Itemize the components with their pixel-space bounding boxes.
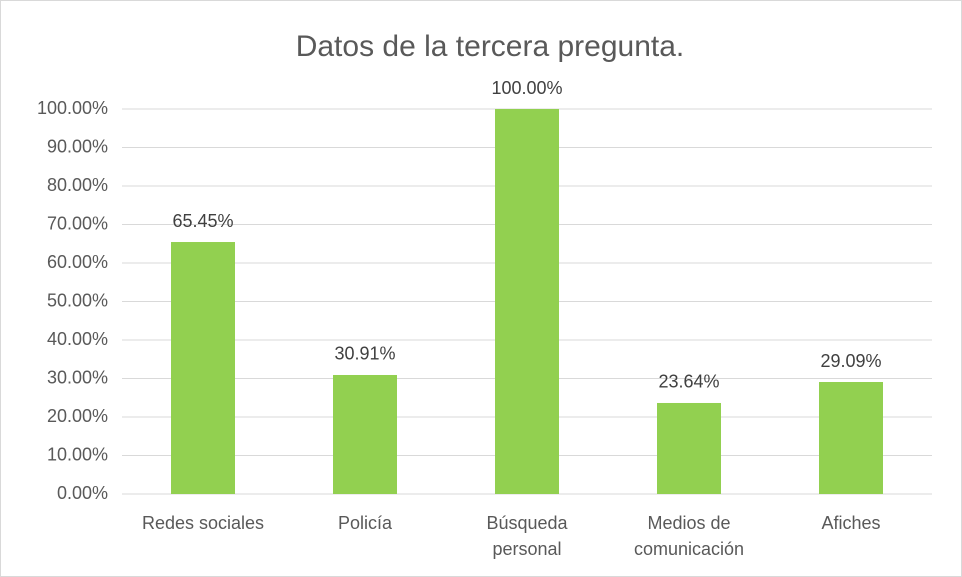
bar xyxy=(171,242,235,494)
bar xyxy=(333,374,397,494)
y-tick-label: 10.00% xyxy=(47,444,108,464)
x-tick-label: Redes sociales xyxy=(141,513,265,533)
chart-title: Datos de la tercera pregunta. xyxy=(296,30,685,63)
x-tick-label: Búsqueda personal xyxy=(486,513,568,559)
y-tick-label: 100.00% xyxy=(37,98,108,118)
x-tick-label: Medios de comunicación xyxy=(633,513,745,559)
x-tick-label: Policía xyxy=(337,513,393,533)
data-label: 23.64% xyxy=(658,372,719,392)
data-label: 65.45% xyxy=(172,211,233,231)
data-label: 29.09% xyxy=(820,351,881,371)
data-label: 30.91% xyxy=(334,344,395,364)
y-tick-label: 90.00% xyxy=(47,136,108,156)
bar xyxy=(495,109,559,494)
y-tick-label: 20.00% xyxy=(47,406,108,426)
y-tick-label: 80.00% xyxy=(47,175,108,195)
y-tick-label: 60.00% xyxy=(47,252,108,272)
x-tick-label: Afiches xyxy=(821,513,881,533)
bar xyxy=(819,382,883,494)
y-tick-label: 70.00% xyxy=(47,213,108,233)
y-tick-label: 0.00% xyxy=(57,483,108,503)
y-tick-label: 40.00% xyxy=(47,329,108,349)
bar xyxy=(657,402,721,494)
data-label: 100.00% xyxy=(491,78,562,98)
y-tick-label: 30.00% xyxy=(47,367,108,387)
y-tick-label: 50.00% xyxy=(47,290,108,310)
